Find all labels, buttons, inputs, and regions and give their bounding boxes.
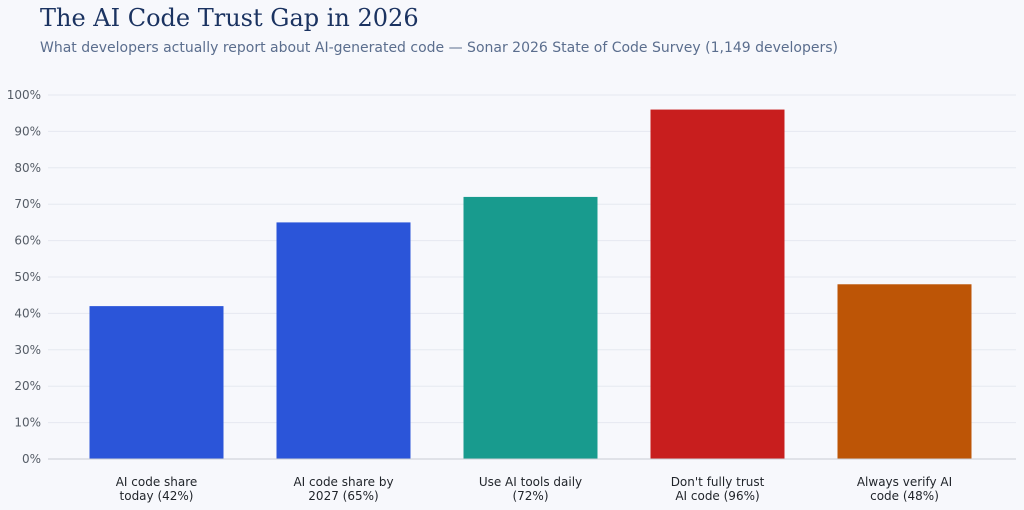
x-category-label: AI code share today (42%) — [116, 475, 198, 503]
y-tick-label: 70% — [14, 197, 41, 211]
chart-title: The AI Code Trust Gap in 2026 — [40, 4, 419, 32]
bar — [89, 306, 224, 459]
bars — [89, 109, 972, 460]
y-tick-label: 60% — [14, 234, 41, 248]
x-axis-labels: AI code share today (42%) AI code share by… — [116, 475, 952, 503]
bar — [837, 284, 972, 459]
bar — [650, 109, 785, 459]
bar — [276, 222, 411, 459]
y-tick-label: 50% — [14, 270, 41, 284]
y-tick-label: 80% — [14, 161, 41, 175]
x-category-label: Don't fully trust AI code (96%) — [671, 475, 765, 503]
x-category-label: Use AI tools daily (72%) — [479, 475, 582, 503]
y-tick-label: 100% — [7, 88, 41, 102]
x-category-label: AI code share by 2027 (65%) — [293, 475, 393, 503]
y-tick-label: 20% — [14, 379, 41, 393]
y-tick-label: 90% — [14, 124, 41, 138]
y-axis-ticks: 0% 10% 20% 30% 40% 50% 60% 70% 80% 90% 100% — [7, 88, 41, 466]
y-tick-label: 40% — [14, 306, 41, 320]
chart-subtitle: What developers actually report about AI… — [40, 40, 838, 56]
bar — [463, 196, 598, 460]
y-tick-label: 10% — [14, 416, 41, 430]
y-tick-label: 0% — [22, 452, 41, 466]
x-category-label: Always verify AI code (48%) — [857, 475, 952, 503]
y-tick-label: 30% — [14, 343, 41, 357]
